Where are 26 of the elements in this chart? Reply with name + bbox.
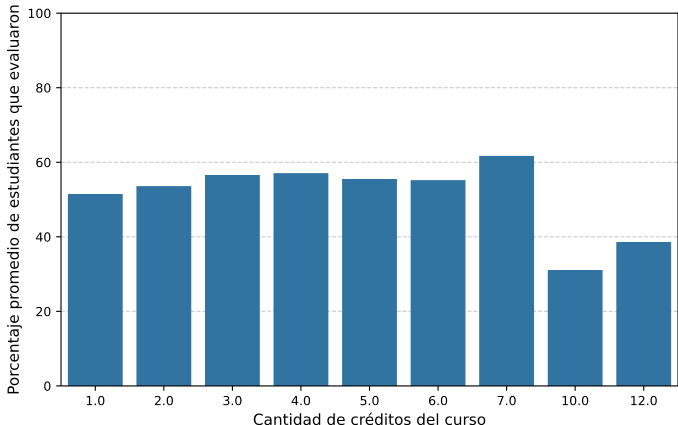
x-axis-title: Cantidad de créditos del curso <box>254 412 486 425</box>
x-tick-label: 2.0 <box>154 396 173 406</box>
bar <box>68 194 123 386</box>
x-tick-label: 1.0 <box>86 396 104 406</box>
x-tick-label: 12.0 <box>631 396 657 406</box>
y-tick-label: 100 <box>28 8 50 18</box>
bar <box>616 242 672 386</box>
x-tick-label: 6.0 <box>428 396 448 406</box>
y-tick-label: 80 <box>36 83 50 93</box>
y-tick-label: 0 <box>44 381 50 391</box>
bar <box>274 173 328 386</box>
y-tick-label: 20 <box>36 306 50 316</box>
bar <box>204 174 260 386</box>
x-tick-label: 10.0 <box>562 396 588 406</box>
x-tick-label: 7.0 <box>498 396 516 406</box>
y-axis-title: Porcentaje promedio de estudiantes que evaluaron <box>7 6 22 394</box>
bar <box>136 186 192 386</box>
bar <box>548 270 603 386</box>
x-tick-label: 3.0 <box>223 396 242 406</box>
y-tick-label: 60 <box>36 158 50 168</box>
bar <box>479 156 534 386</box>
x-tick-label: 5.0 <box>360 396 379 406</box>
bar <box>342 179 397 386</box>
bar <box>410 180 466 386</box>
y-tick-label: 40 <box>36 232 50 242</box>
x-tick-label: 4.0 <box>292 396 310 406</box>
